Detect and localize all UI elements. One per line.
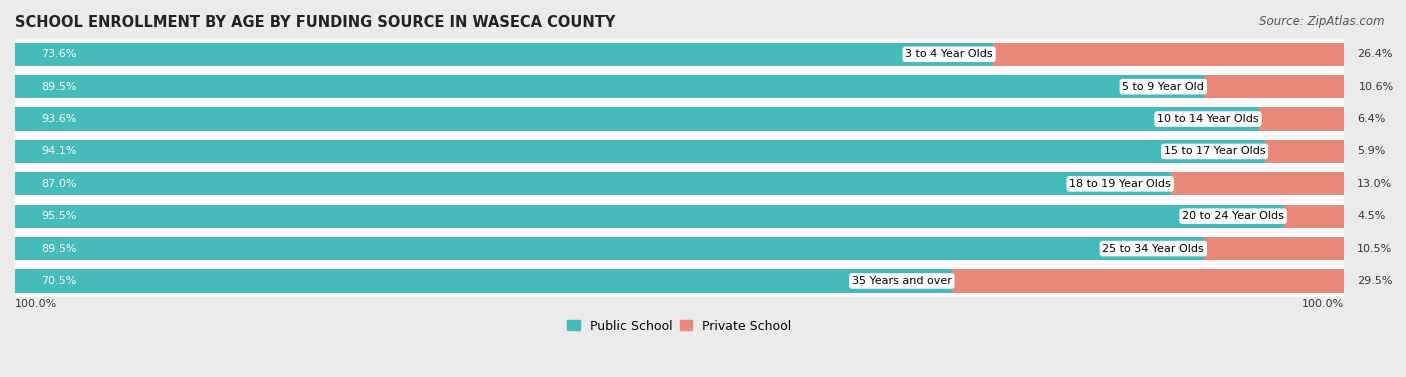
Text: 87.0%: 87.0% <box>42 179 77 189</box>
FancyBboxPatch shape <box>15 200 1344 232</box>
Text: 100.0%: 100.0% <box>15 299 58 309</box>
Text: 93.6%: 93.6% <box>42 114 77 124</box>
Text: 89.5%: 89.5% <box>42 244 77 254</box>
Text: 70.5%: 70.5% <box>42 276 77 286</box>
Bar <box>1258 107 1344 131</box>
Text: 25 to 34 Year Olds: 25 to 34 Year Olds <box>1102 244 1205 254</box>
Text: 95.5%: 95.5% <box>42 211 77 221</box>
Text: 10.6%: 10.6% <box>1358 82 1393 92</box>
Bar <box>15 269 952 293</box>
Text: 13.0%: 13.0% <box>1357 179 1392 189</box>
Bar <box>15 140 1265 163</box>
Text: 15 to 17 Year Olds: 15 to 17 Year Olds <box>1164 146 1265 156</box>
FancyBboxPatch shape <box>15 38 1344 70</box>
Bar <box>952 269 1344 293</box>
Text: 20 to 24 Year Olds: 20 to 24 Year Olds <box>1182 211 1284 221</box>
Bar <box>15 43 993 66</box>
Text: 89.5%: 89.5% <box>42 82 77 92</box>
Bar <box>15 107 1258 131</box>
Bar <box>1284 205 1344 228</box>
Bar <box>1205 75 1346 98</box>
FancyBboxPatch shape <box>15 265 1344 297</box>
Bar <box>15 172 1171 196</box>
Text: 6.4%: 6.4% <box>1357 114 1385 124</box>
Legend: Public School, Private School: Public School, Private School <box>562 314 797 337</box>
Text: 18 to 19 Year Olds: 18 to 19 Year Olds <box>1070 179 1171 189</box>
Text: 35 Years and over: 35 Years and over <box>852 276 952 286</box>
FancyBboxPatch shape <box>15 232 1344 265</box>
Text: 26.4%: 26.4% <box>1357 49 1392 59</box>
Text: 29.5%: 29.5% <box>1357 276 1392 286</box>
Text: 10 to 14 Year Olds: 10 to 14 Year Olds <box>1157 114 1258 124</box>
Text: 100.0%: 100.0% <box>1302 299 1344 309</box>
Bar <box>993 43 1344 66</box>
FancyBboxPatch shape <box>15 168 1344 200</box>
Bar <box>15 237 1205 260</box>
Bar <box>15 205 1284 228</box>
Text: Source: ZipAtlas.com: Source: ZipAtlas.com <box>1260 15 1385 28</box>
Text: SCHOOL ENROLLMENT BY AGE BY FUNDING SOURCE IN WASECA COUNTY: SCHOOL ENROLLMENT BY AGE BY FUNDING SOUR… <box>15 15 616 30</box>
Text: 10.5%: 10.5% <box>1357 244 1392 254</box>
Bar <box>1171 172 1344 196</box>
Text: 4.5%: 4.5% <box>1357 211 1385 221</box>
Bar <box>1265 140 1344 163</box>
Bar <box>1205 237 1344 260</box>
Text: 5.9%: 5.9% <box>1357 146 1385 156</box>
FancyBboxPatch shape <box>15 103 1344 135</box>
FancyBboxPatch shape <box>15 135 1344 168</box>
Text: 3 to 4 Year Olds: 3 to 4 Year Olds <box>905 49 993 59</box>
Bar <box>15 75 1205 98</box>
Text: 94.1%: 94.1% <box>42 146 77 156</box>
Text: 5 to 9 Year Old: 5 to 9 Year Old <box>1122 82 1205 92</box>
FancyBboxPatch shape <box>15 70 1344 103</box>
Text: 73.6%: 73.6% <box>42 49 77 59</box>
